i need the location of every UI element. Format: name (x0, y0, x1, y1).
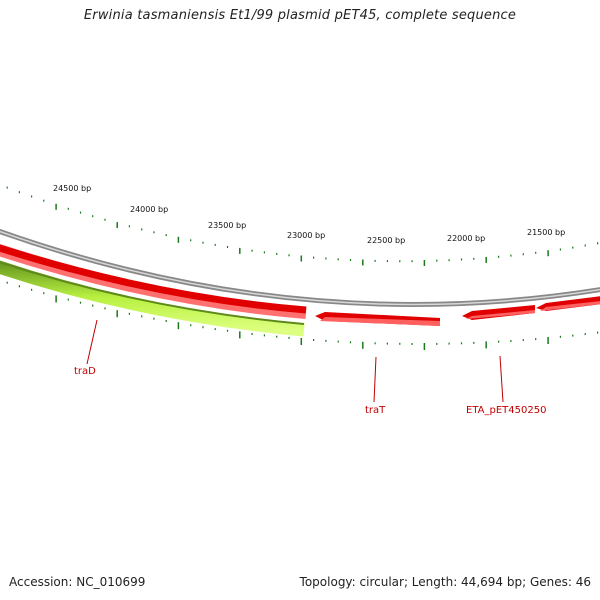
gene-arc-trad-edge (0, 261, 305, 325)
scale-label-23000: 23000 bp (287, 231, 325, 240)
scale-label-22500: 22500 bp (367, 236, 405, 245)
map-title: Erwinia tasmaniensis Et1/99 plasmid pET4… (83, 8, 517, 23)
leader-line-trat (373, 356, 377, 403)
gene-label-trat[interactable]: traT (365, 405, 386, 416)
scale-label-24000: 24000 bp (130, 205, 168, 214)
gene-label-eta[interactable]: ETA_pET450250 (466, 405, 546, 416)
topology-text: Topology: circular; Length: 44,694 bp; G… (299, 575, 591, 589)
leader-line-trad (86, 319, 98, 365)
scale-label-22000: 22000 bp (447, 234, 485, 243)
gene-arc-right-shade (540, 301, 600, 311)
gene-label-trad[interactable]: traD (74, 366, 96, 377)
scale-label-21500: 21500 bp (527, 228, 565, 237)
outer-tick-ring (6, 186, 599, 266)
accession-text: Accession: NC_010699 (9, 575, 146, 589)
scale-label-24500: 24500 bp (53, 184, 91, 193)
gene-arc-upper-red-core (0, 244, 307, 314)
inner-tick-ring (6, 281, 599, 350)
topology-summary: Topology: circular; Length: 44,694 bp; G… (300, 575, 591, 589)
gene-arc-trat-shade (320, 317, 440, 326)
leader-line-eta (499, 355, 504, 403)
scale-label-23500: 23500 bp (208, 221, 246, 230)
backbone-highlight (0, 230, 600, 306)
gene-arc-eta-shade (466, 310, 535, 319)
gene-arc-trad[interactable] (0, 260, 305, 337)
